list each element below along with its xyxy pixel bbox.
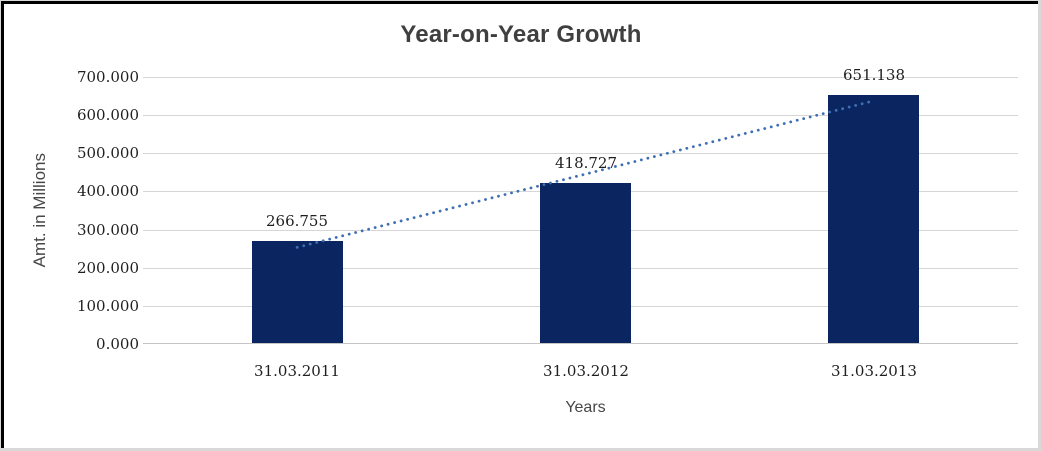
gridline [143, 115, 1018, 116]
y-axis-title-text: Amt. in Millions [30, 153, 49, 268]
trendline [295, 99, 876, 249]
y-tick-label: 300.000 [76, 221, 139, 239]
bar [828, 95, 919, 343]
y-tick-label: 0.000 [96, 335, 139, 353]
y-tick-label: 600.000 [76, 106, 139, 124]
bar [252, 241, 343, 343]
x-category-label: 31.03.2012 [543, 362, 629, 380]
y-tick-label: 200.000 [76, 259, 139, 277]
bar-data-label: 266.755 [265, 212, 329, 230]
plot-area: 700.000 600.000 500.000 400.000 300.000 200.0… [77, 66, 1018, 380]
bar [540, 183, 631, 343]
trendline-path [295, 99, 876, 249]
y-tick-label: 500.000 [76, 144, 139, 162]
y-axis-title: Amt. in Millions [20, 100, 60, 321]
y-tick-label: 400.000 [76, 182, 139, 200]
x-category-label: 31.03.2011 [254, 362, 340, 380]
chart-title: Year-on-Year Growth [400, 21, 642, 48]
bar-data-label: 651.138 [842, 66, 906, 84]
gridline [143, 77, 1018, 78]
y-tick-label: 100.000 [76, 297, 139, 315]
x-category-label: 31.03.2013 [831, 362, 917, 380]
gridline [143, 153, 1018, 154]
bar-data-label: 418.727 [554, 154, 618, 172]
y-tick-label: 700.000 [76, 68, 139, 86]
x-axis-line [143, 343, 1018, 344]
x-axis-title: Years [565, 399, 606, 416]
